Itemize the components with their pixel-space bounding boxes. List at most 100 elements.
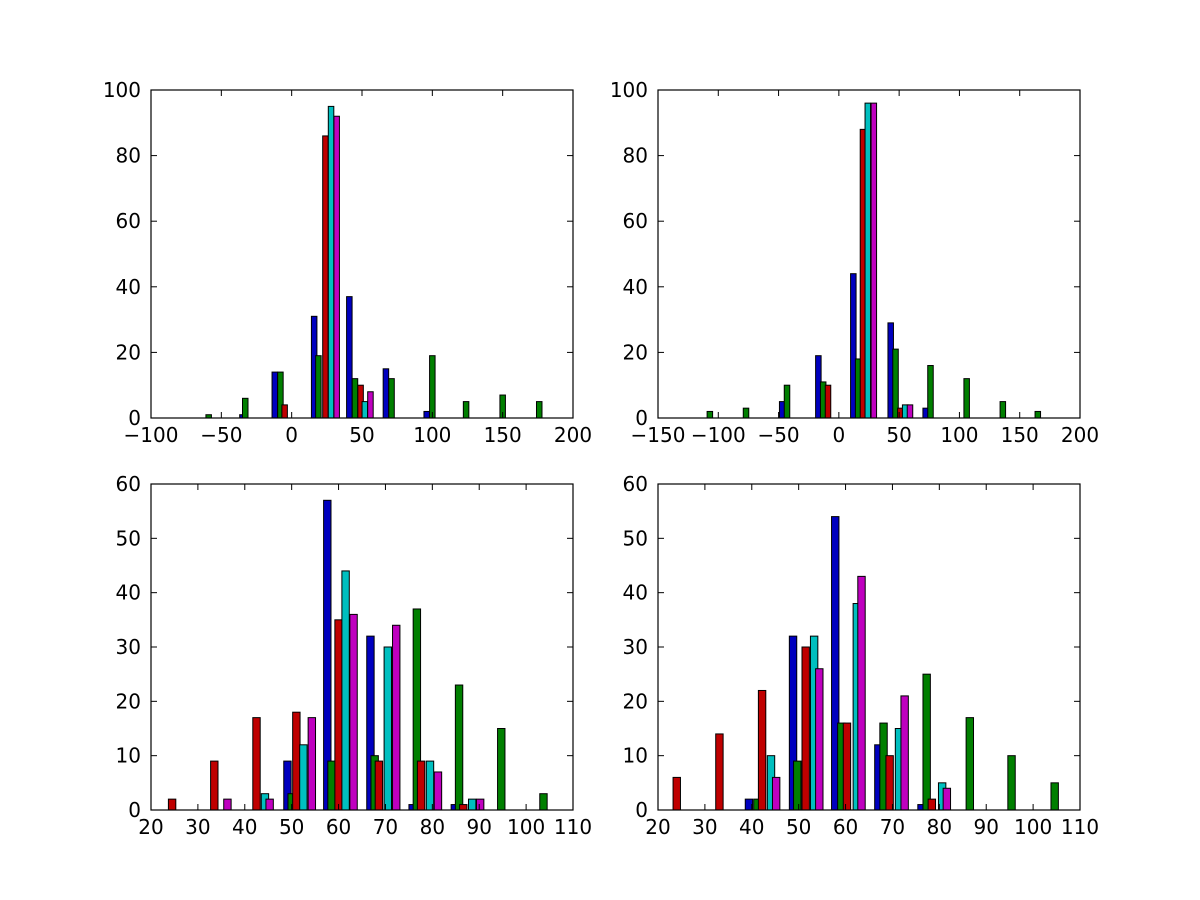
x-tick-label: 100 [413,423,451,447]
bar-red [374,760,384,811]
bar-magenta [333,115,340,419]
bar-green [497,728,506,811]
bar-green [242,397,249,419]
y-tick-label: 20 [116,340,141,364]
y-tick-label: 60 [116,472,141,496]
bar-red [927,798,937,811]
bar-magenta [392,624,401,811]
y-tick-label: 50 [623,526,648,550]
bar-cyan [425,760,435,811]
bar-green [535,401,543,419]
y-tick-label: 100 [103,78,141,102]
bar-magenta [857,575,866,811]
y-tick-label: 50 [116,526,141,550]
y-tick-label: 40 [623,581,648,605]
bar-red [757,689,767,811]
y-tick-label: 30 [116,635,141,659]
subplot-top-right: −150 −100 −50 0 50 100 150 200 0 20 40 60 80 100 [610,78,1099,447]
bar-cyan [327,105,335,419]
bar-red [459,804,468,811]
x-tick-label: −50 [757,423,799,447]
y-tick-label: 60 [623,472,648,496]
subplot-bottom-left: 20 30 40 50 60 70 80 90 100 110 0 10 20 30 40 50 60 [116,472,593,839]
y-tick-label: 100 [610,78,648,102]
bar-magenta [475,798,485,811]
bar-green [1034,410,1042,419]
bar-cyan [383,646,392,811]
bar-green [965,717,975,811]
y-tick-label: 10 [116,744,141,768]
bar-blue [382,368,390,419]
bar-blue [271,371,279,419]
x-tick-label: 100 [507,815,545,839]
y-tick-label: 80 [623,144,648,168]
y-tick-label: 30 [623,635,648,659]
x-tick-label: 20 [138,815,163,839]
x-tick-label: −100 [124,423,179,447]
bar-magenta [900,695,909,811]
bar-green [1007,755,1016,811]
bar-cyan [467,798,477,811]
x-tick-label: 150 [1001,423,1039,447]
bar-magenta [815,668,824,811]
y-tick-label: 20 [116,689,141,713]
bar-red [672,776,681,811]
y-tick-label: 40 [623,275,648,299]
x-tick-label: 200 [1061,423,1099,447]
x-tick-label: 100 [940,423,978,447]
x-tick-label: −100 [691,423,746,447]
bar-blue [346,296,353,419]
y-tick-label: 40 [116,581,141,605]
x-tick-label: 20 [645,815,670,839]
x-tick-label: 30 [692,815,717,839]
x-tick-label: 60 [326,815,351,839]
bar-red [281,404,288,419]
bar-magenta [367,391,374,419]
x-tick-label: 0 [832,423,845,447]
bar-green [388,378,395,419]
x-tick-label: 100 [1014,815,1052,839]
x-tick-label: −150 [631,423,686,447]
bar-red [416,760,426,811]
y-tick-label: 10 [623,744,648,768]
x-tick-label: 70 [880,815,905,839]
bar-red [885,755,894,811]
y-tick-label: 60 [623,209,648,233]
bar-red [210,760,219,811]
y-tick-label: 20 [623,689,648,713]
y-tick-label: 0 [128,406,141,430]
bar-green [963,378,970,419]
x-tick-label: 80 [927,815,952,839]
y-tick-label: 60 [116,209,141,233]
x-tick-label: 80 [420,815,445,839]
axes-frame [657,89,1081,419]
x-tick-label: 50 [886,423,911,447]
x-tick-label: 30 [185,815,210,839]
bar-green [1050,782,1059,811]
bar-magenta [223,798,232,811]
subplot-bottom-right: 20 30 40 50 60 70 80 90 100 110 0 10 20 30 40 50 60 [623,472,1100,839]
x-tick-label: 110 [554,815,592,839]
x-tick-label: 90 [973,815,998,839]
bar-green [706,410,714,419]
bar-magenta [349,613,358,811]
bar-magenta [307,717,317,811]
x-tick-label: −50 [200,423,242,447]
x-tick-label: 200 [554,423,592,447]
bar-green [454,684,464,811]
bar-green [742,407,750,419]
bar-green [351,378,359,419]
x-tick-label: 0 [285,423,298,447]
bar-red [167,798,177,811]
bar-red [292,711,301,811]
bar-magenta [771,776,781,811]
bar-green [539,793,548,811]
bar-green [462,401,470,419]
bar-blue [423,410,430,419]
x-tick-label: 50 [349,423,374,447]
x-tick-label: 50 [279,815,304,839]
bar-cyan [864,102,872,419]
y-tick-label: 0 [635,798,648,822]
